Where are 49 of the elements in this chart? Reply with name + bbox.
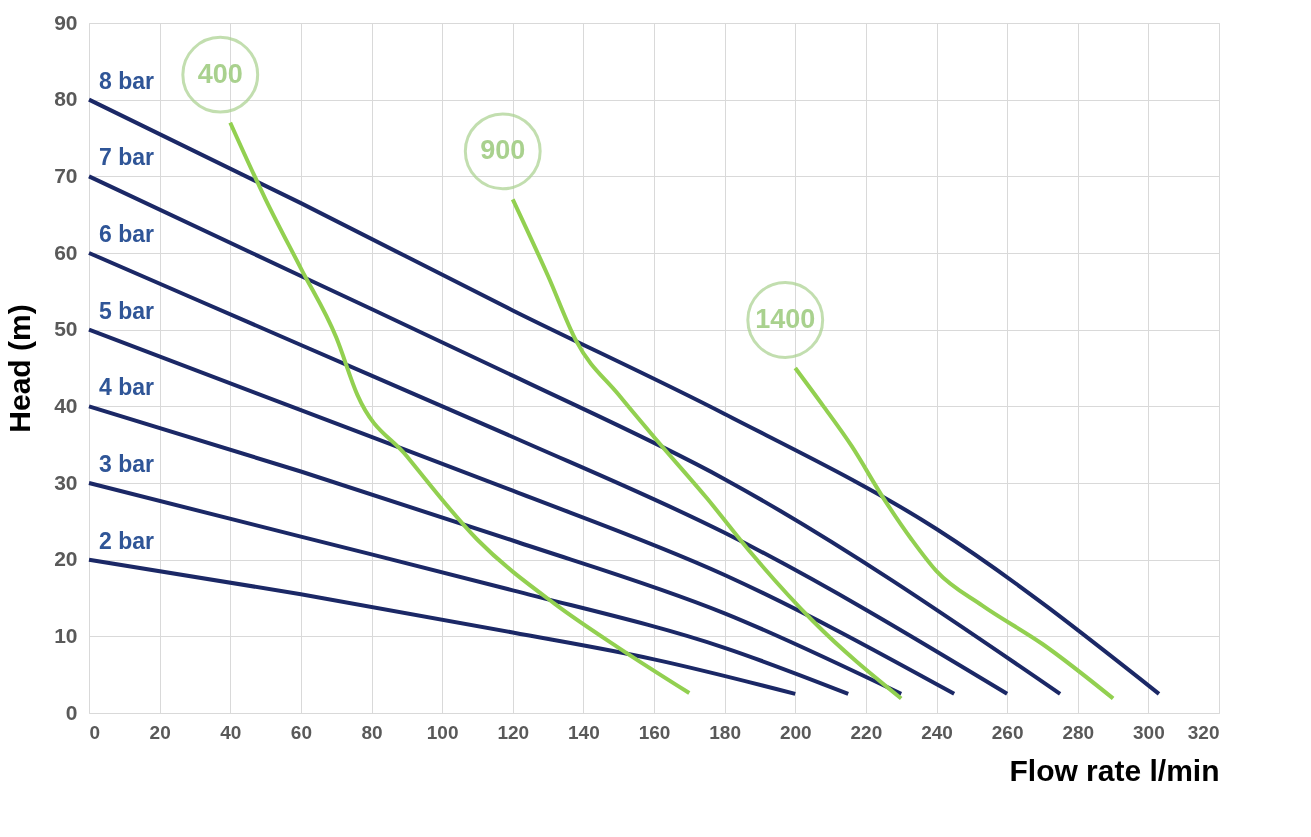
y-tick-label: 10 (54, 623, 78, 647)
x-tick-label: 80 (361, 721, 383, 743)
x-tick-label: 20 (149, 721, 171, 743)
line-series (87, 327, 957, 696)
y-tick-label: 40 (54, 393, 78, 417)
y-tick-label: 70 (54, 163, 78, 187)
series-label: 3 bar (99, 451, 155, 477)
x-tick-label: 100 (426, 721, 459, 743)
series-label: 900 (480, 135, 526, 166)
x-tick-label: 140 (568, 721, 600, 743)
x-tick-label: 220 (850, 721, 883, 743)
x-tick-label: 180 (709, 721, 741, 743)
series-label: 4 bar (99, 374, 155, 401)
x-tick-label: 0 (89, 721, 101, 743)
line-series (87, 404, 904, 696)
line-series (793, 366, 1116, 701)
series-label: 6 bar (99, 221, 155, 247)
line-series (510, 197, 904, 701)
y-tick-label: 60 (54, 240, 78, 264)
y-tick-label: 0 (65, 700, 78, 724)
series-label: 8 bar (99, 67, 155, 94)
line-series (87, 97, 1161, 696)
x-tick-label: 40 (220, 721, 242, 743)
series-label: 400 (197, 58, 243, 89)
y-tick-label: 20 (54, 547, 78, 571)
line-series (87, 251, 1010, 696)
x-tick-label: 160 (638, 721, 671, 743)
y-tick-label: 50 (54, 317, 78, 341)
series-label: 7 bar (99, 144, 155, 171)
y-tick-label: 30 (54, 470, 78, 494)
line-series (228, 120, 692, 696)
x-tick-label: 280 (1062, 721, 1095, 743)
x-tick-label: 120 (497, 721, 530, 743)
line-series (87, 481, 851, 696)
series-label: 2 bar (99, 527, 155, 554)
x-tick-label: 60 (290, 721, 312, 743)
series-label: 5 bar (99, 297, 155, 324)
x-axis-title: Flow rate l/min (1009, 753, 1220, 787)
y-axis-title: Head (m) (3, 304, 37, 433)
series-label: 1400 (755, 304, 816, 334)
y-tick-label: 80 (54, 87, 78, 111)
x-tick-label: 300 (1133, 721, 1165, 743)
x-tick-label: 260 (991, 721, 1024, 743)
x-tick-label: 240 (921, 721, 953, 743)
x-tick-label: 320 (1187, 721, 1220, 743)
x-tick-label: 200 (779, 721, 812, 743)
line-series (87, 174, 1063, 696)
line-series (87, 557, 798, 696)
y-tick-label: 90 (54, 10, 78, 34)
